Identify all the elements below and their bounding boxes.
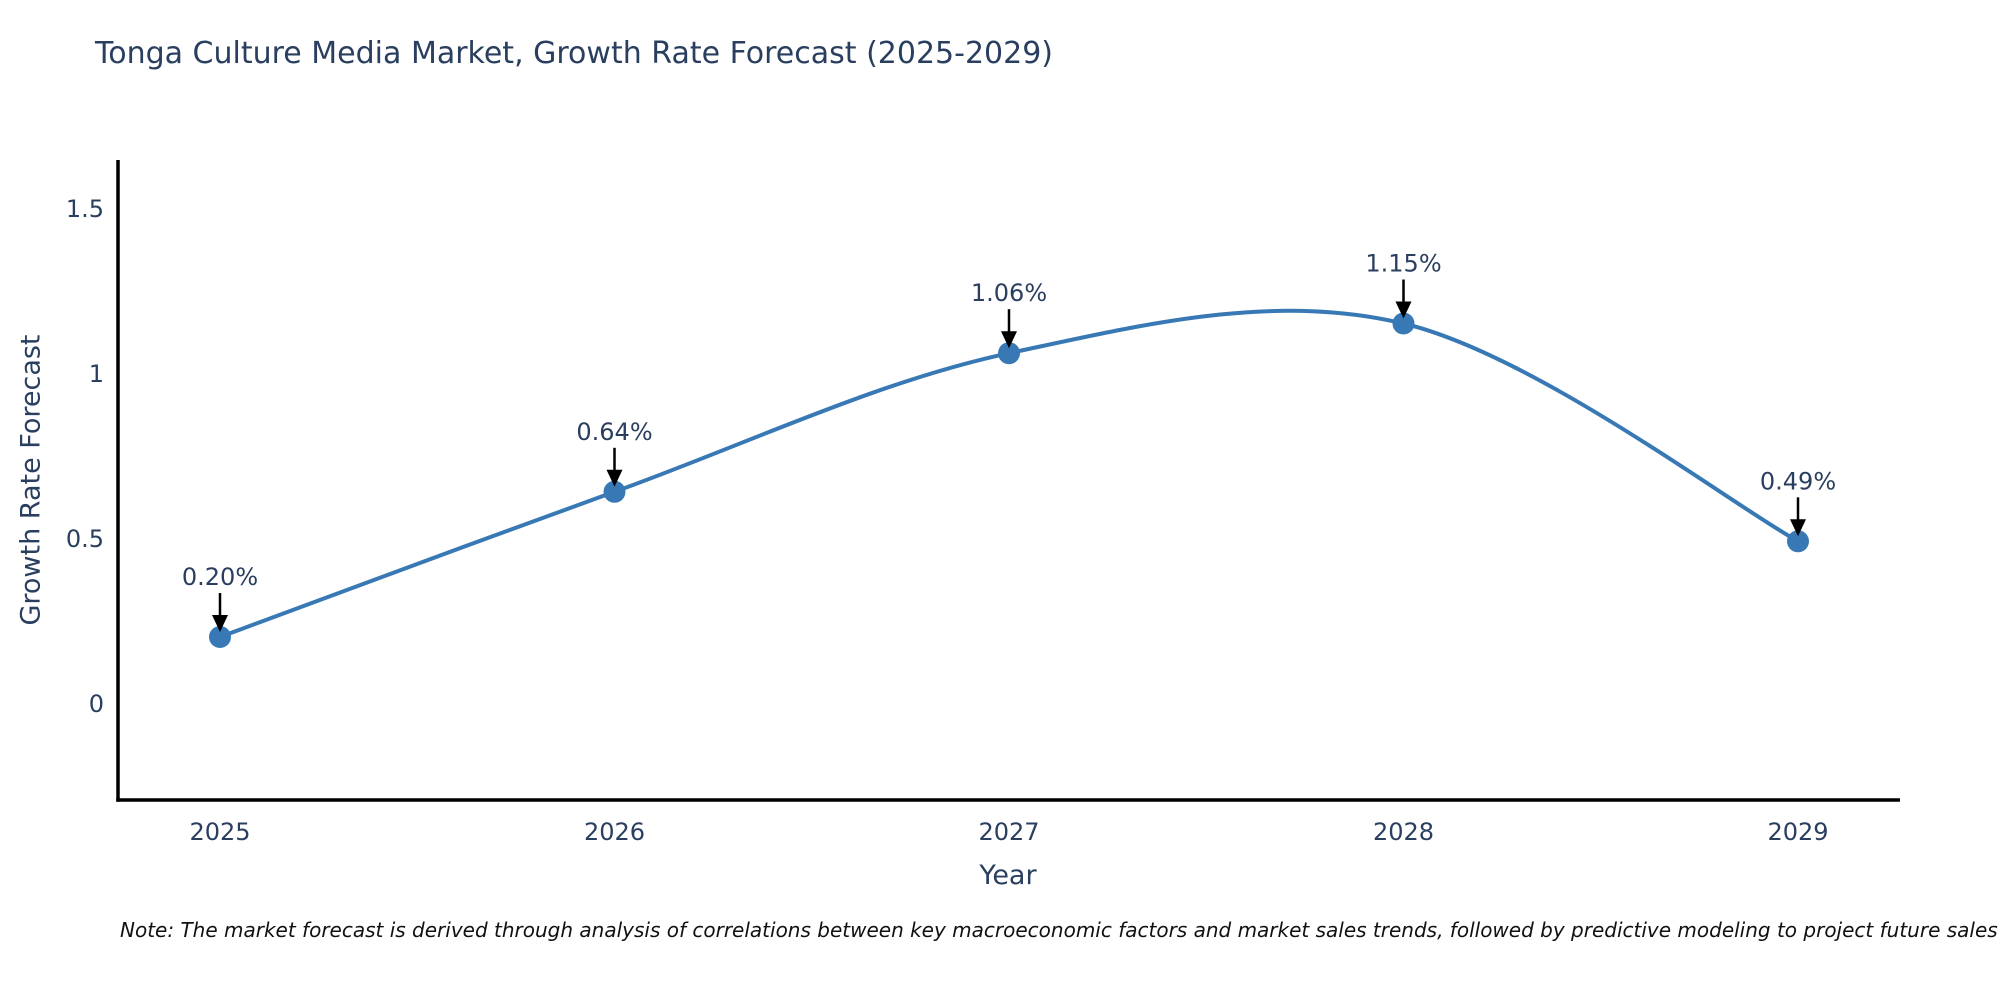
- y-tick-label: 1: [89, 360, 104, 388]
- data-point-2027[interactable]: [998, 342, 1020, 365]
- y-tick-label: 0: [89, 690, 104, 718]
- x-tick-label: 2025: [189, 818, 250, 846]
- point-value-label: 0.20%: [182, 563, 258, 591]
- data-point-2028[interactable]: [1392, 312, 1415, 335]
- annotation-arrowhead: [212, 615, 228, 632]
- x-tick-label: 2028: [1373, 818, 1434, 846]
- chart-title: Tonga Culture Media Market, Growth Rate …: [95, 36, 1053, 71]
- annotation-arrowhead: [1395, 301, 1412, 319]
- data-point-2025[interactable]: [209, 626, 231, 648]
- point-value-label: 0.49%: [1760, 467, 1836, 495]
- point-value-label: 1.15%: [1365, 250, 1441, 278]
- annotation-arrowhead: [1001, 331, 1017, 349]
- y-tick-label: 0.5: [66, 525, 104, 553]
- y-tick-label: 1.5: [66, 195, 104, 223]
- point-value-label: 0.64%: [576, 418, 652, 446]
- x-tick-label: 2026: [584, 818, 645, 846]
- annotation-arrowhead: [606, 469, 623, 487]
- data-point-2026[interactable]: [603, 480, 626, 503]
- annotation-arrowhead: [1790, 519, 1806, 537]
- x-tick-label: 2029: [1767, 818, 1828, 846]
- data-point-2029[interactable]: [1787, 530, 1809, 553]
- y-axis-title: Growth Rate Forecast: [15, 334, 47, 626]
- point-value-label: 1.06%: [971, 279, 1047, 307]
- x-tick-label: 2027: [978, 818, 1039, 846]
- chart-footnote: Note: The market forecast is derived thr…: [120, 918, 1998, 942]
- x-axis-title: Year: [979, 860, 1037, 891]
